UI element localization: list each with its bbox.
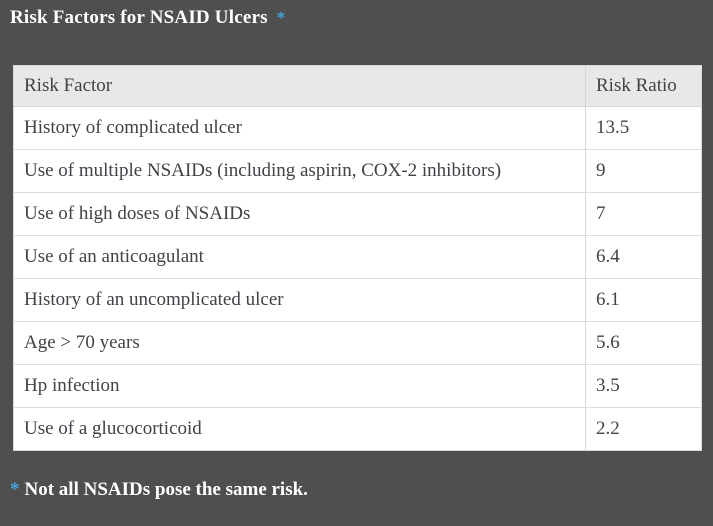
risk-factors-table: Risk Factor Risk Ratio History of compli… [13, 65, 702, 451]
table-row: Use of multiple NSAIDs (including aspiri… [13, 149, 702, 193]
header-risk-ratio: Risk Ratio [585, 65, 702, 107]
page-title: Risk Factors for NSAID Ulcers * [0, 0, 713, 29]
risk-factor-cell: Use of multiple NSAIDs (including aspiri… [13, 149, 586, 193]
table-row: Use of high doses of NSAIDs 7 [13, 192, 702, 236]
header-risk-factor: Risk Factor [13, 65, 586, 107]
footnote-text: Not all NSAIDs pose the same risk. [24, 479, 308, 500]
risk-factor-cell: Hp infection [13, 364, 586, 408]
risk-ratio-cell: 3.5 [585, 364, 702, 408]
table-row: Use of a glucocorticoid 2.2 [13, 407, 702, 451]
page-title-text: Risk Factors for NSAID Ulcers [10, 7, 268, 28]
risk-ratio-cell: 13.5 [585, 106, 702, 150]
risk-ratio-cell: 7 [585, 192, 702, 236]
risk-ratio-cell: 6.4 [585, 235, 702, 279]
table-row: Hp infection 3.5 [13, 364, 702, 408]
risk-ratio-cell: 2.2 [585, 407, 702, 451]
table-header-row: Risk Factor Risk Ratio [13, 65, 702, 107]
table-row: Age > 70 years 5.6 [13, 321, 702, 365]
risk-factor-cell: History of an uncomplicated ulcer [13, 278, 586, 322]
risk-ratio-cell: 5.6 [585, 321, 702, 365]
risk-factor-cell: Use of an anticoagulant [13, 235, 586, 279]
footnote-asterisk: * [10, 479, 20, 500]
table-row: History of complicated ulcer 13.5 [13, 106, 702, 150]
risk-ratio-cell: 9 [585, 149, 702, 193]
title-footnote-asterisk[interactable]: * [276, 8, 286, 27]
risk-factor-cell: Age > 70 years [13, 321, 586, 365]
risk-factor-cell: Use of high doses of NSAIDs [13, 192, 586, 236]
footnote: * Not all NSAIDs pose the same risk. [0, 451, 713, 501]
risk-factor-cell: Use of a glucocorticoid [13, 407, 586, 451]
table-row: History of an uncomplicated ulcer 6.1 [13, 278, 702, 322]
risk-ratio-cell: 6.1 [585, 278, 702, 322]
table-row: Use of an anticoagulant 6.4 [13, 235, 702, 279]
risk-factor-cell: History of complicated ulcer [13, 106, 586, 150]
